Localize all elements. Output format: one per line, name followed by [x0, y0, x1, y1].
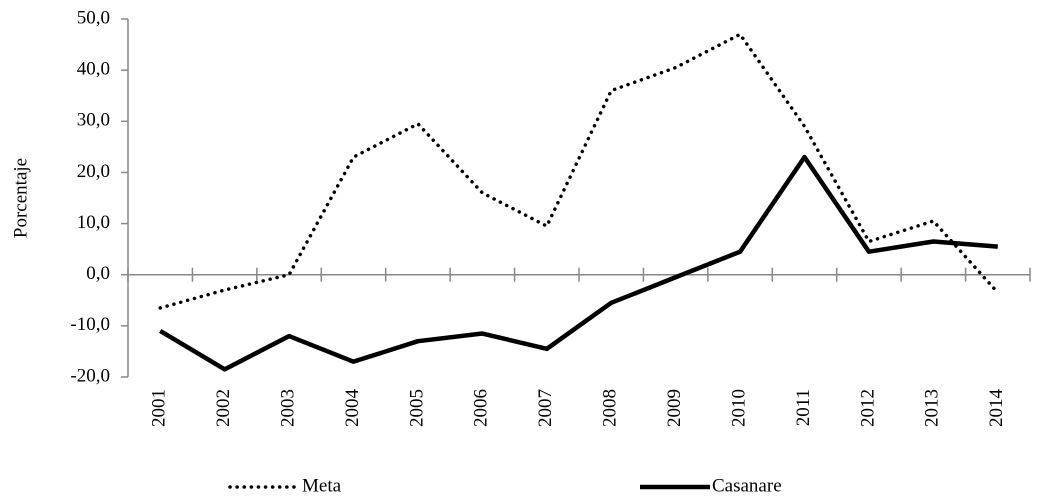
- x-tick-label: 2013: [922, 389, 943, 427]
- y-tick-label: 40,0: [77, 59, 110, 80]
- y-tick-label: 10,0: [77, 212, 110, 233]
- x-tick-label: 2004: [342, 389, 363, 428]
- data-line: [158, 32, 1000, 310]
- y-tick-label: 30,0: [77, 110, 110, 131]
- x-tick-label: 2011: [793, 389, 814, 426]
- y-axis-label: Porcentaje: [10, 158, 31, 238]
- x-tick-label: 2014: [986, 388, 1007, 427]
- x-tick-label: 2012: [857, 389, 878, 427]
- y-tick-label: -20,0: [70, 365, 110, 386]
- legend-label: Meta: [302, 475, 342, 496]
- x-tick-label: 2002: [213, 389, 234, 427]
- x-tick-label: 2007: [535, 389, 556, 427]
- x-tick-label: 2009: [664, 389, 685, 427]
- y-tick-label: 0,0: [86, 263, 110, 284]
- data-line: [159, 154, 998, 372]
- x-tick-label: 2006: [471, 389, 492, 427]
- x-tick-label: 2008: [600, 389, 621, 427]
- x-tick-label: 2005: [406, 389, 427, 427]
- legend-label: Casanare: [712, 475, 782, 496]
- y-tick-label: 20,0: [77, 161, 110, 182]
- x-tick-label: 2001: [149, 389, 170, 427]
- y-tick-label: -10,0: [70, 314, 110, 335]
- y-tick-label: 50,0: [77, 7, 110, 28]
- x-tick-label: 2010: [728, 389, 749, 427]
- x-tick-label: 2003: [277, 389, 298, 427]
